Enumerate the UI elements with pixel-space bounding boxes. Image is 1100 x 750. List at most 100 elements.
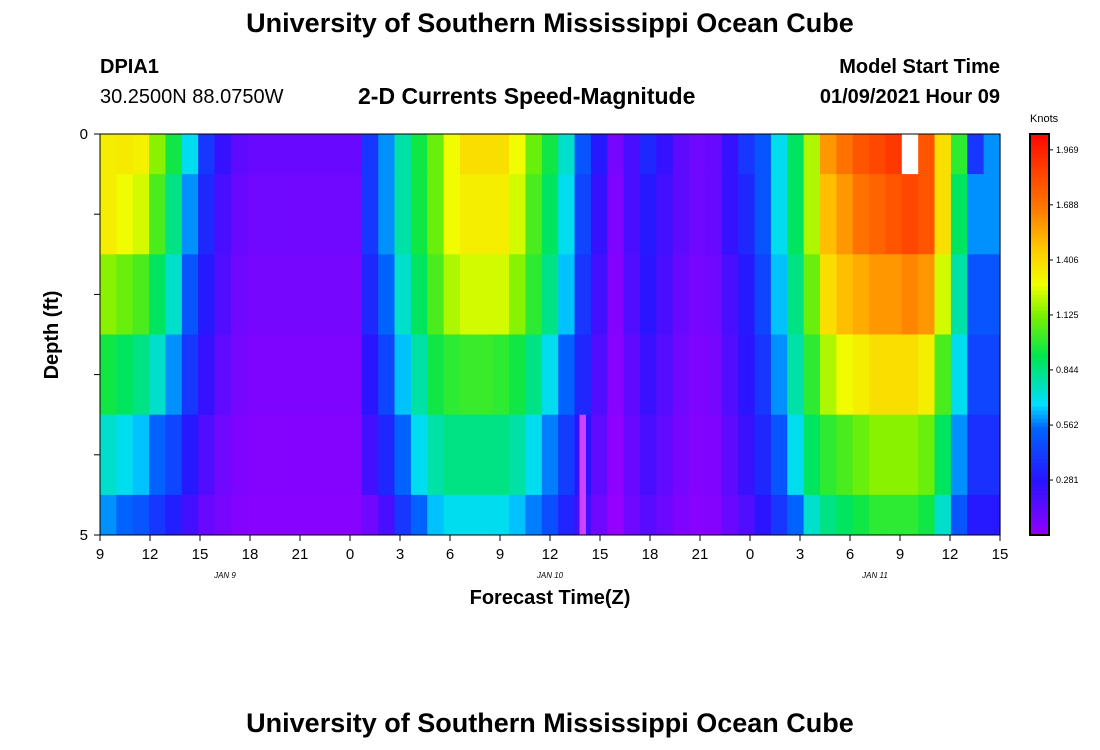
heatmap-cell: [623, 414, 641, 496]
x-tick-label: 18: [642, 546, 659, 563]
heatmap-cell: [198, 334, 216, 416]
heatmap-cell: [280, 134, 297, 175]
heatmap-cell: [721, 334, 739, 416]
heatmap-cell: [607, 414, 625, 496]
heatmap-cell: [623, 334, 641, 416]
heatmap-cell: [214, 494, 232, 536]
date-label: JAN 11: [861, 571, 888, 580]
heatmap-cell: [852, 414, 870, 496]
heatmap-cell: [803, 134, 821, 175]
heatmap-cell: [181, 494, 199, 536]
colorbar-swatch: [1030, 206, 1049, 211]
heatmap-cell: [541, 134, 559, 175]
heatmap-cell: [541, 254, 559, 335]
colorbar-swatch: [1030, 446, 1049, 452]
colorbar-swatch: [1030, 302, 1049, 308]
x-axis: 9 12 15 18 21 0 3 6 9 12 15 18 21 0 3 6 9 12 15 JAN 9 JAN 10…: [96, 535, 1009, 580]
heatmap-cell: [885, 334, 903, 416]
colorbar-tick-label: 1.125: [1056, 310, 1079, 320]
heatmap-cell: [950, 414, 968, 496]
heatmap-cell: [541, 334, 559, 416]
x-tick-label: 15: [592, 546, 609, 563]
heatmap-cell: [590, 334, 608, 416]
heatmap-cell: [770, 414, 788, 496]
colorbar-swatch: [1030, 210, 1049, 215]
heatmap-cell: [820, 134, 837, 175]
heatmap-cell: [689, 334, 707, 416]
heatmap-cell: [967, 414, 985, 496]
heatmap-cell: [149, 134, 167, 175]
heatmap-cell: [607, 254, 625, 335]
colorbar-swatch: [1030, 142, 1049, 147]
heatmap-cell: [361, 174, 379, 255]
heatmap-cell: [705, 134, 723, 175]
heatmap-cell: [869, 414, 887, 496]
heatmap-cell: [950, 334, 968, 416]
heatmap-cell: [579, 414, 586, 535]
heatmap-cell: [525, 174, 543, 255]
heatmap-cell: [901, 254, 919, 335]
colorbar-swatch: [1030, 318, 1049, 324]
heatmap-cell: [263, 414, 281, 496]
x-tick-label: 6: [446, 546, 454, 563]
heatmap-cell: [443, 254, 461, 335]
heatmap-cell: [100, 334, 117, 416]
heatmap-cell: [361, 414, 379, 496]
y-tick-label: 0: [80, 126, 88, 143]
colorbar-swatch: [1030, 482, 1049, 488]
colorbar-swatch: [1030, 454, 1049, 460]
heatmap-cell: [525, 254, 543, 335]
heatmap-cell: [230, 174, 248, 255]
heatmap-cell: [640, 334, 657, 416]
heatmap-cell: [427, 334, 445, 416]
y-axis: 05: [80, 126, 100, 544]
heatmap-cell: [590, 494, 608, 536]
heatmap-cell: [787, 174, 805, 255]
colorbar-swatch: [1030, 346, 1049, 352]
heatmap-cell: [820, 174, 837, 255]
colorbar-swatch: [1030, 502, 1049, 508]
heatmap-cell: [983, 174, 1001, 255]
heatmap-cell: [410, 414, 428, 496]
x-tick-label: 6: [846, 546, 854, 563]
colorbar-frame: [1029, 133, 1050, 536]
heatmap-cell: [410, 494, 428, 536]
heatmap-cell: [509, 174, 527, 255]
heatmap-cell: [672, 174, 690, 255]
heatmap-cell: [378, 494, 396, 536]
heatmap-cell: [116, 334, 134, 416]
heatmap-cell: [721, 414, 739, 496]
colorbar-swatch: [1030, 326, 1049, 332]
x-tick-label: 15: [992, 546, 1009, 563]
heatmap-cell: [100, 134, 117, 175]
heatmap-cell: [738, 254, 756, 335]
heatmap-cell: [329, 134, 347, 175]
heatmap-cell: [901, 494, 919, 536]
heatmap-cell: [214, 134, 232, 175]
colorbar-swatch: [1030, 222, 1049, 227]
colorbar-swatch: [1030, 442, 1049, 448]
heatmap-cell: [574, 254, 592, 335]
heatmap-cell: [820, 414, 837, 496]
heatmap-cell: [852, 134, 870, 175]
colorbar-swatch: [1030, 174, 1049, 179]
heatmap-cell: [787, 414, 805, 496]
colorbar-swatch: [1030, 510, 1049, 516]
heatmap-cell: [770, 134, 788, 175]
heatmap-cell: [394, 414, 412, 496]
heatmap-cell: [410, 254, 428, 335]
heatmap-cell: [312, 134, 330, 175]
heatmap-cell: [885, 254, 903, 335]
heatmap-cell: [345, 254, 363, 335]
heatmap-cell: [901, 334, 919, 416]
heatmap-cell: [410, 134, 428, 175]
heatmap-cell: [656, 414, 674, 496]
heatmap-cell: [803, 414, 821, 496]
heatmap-cell: [525, 134, 543, 175]
page-title: University of Southern Mississippi Ocean…: [246, 8, 854, 38]
x-tick-label: 15: [192, 546, 209, 563]
heatmap-cell: [770, 174, 788, 255]
heatmap-cell: [803, 334, 821, 416]
colorbar-swatch: [1030, 338, 1049, 344]
heatmap-cell: [132, 134, 150, 175]
